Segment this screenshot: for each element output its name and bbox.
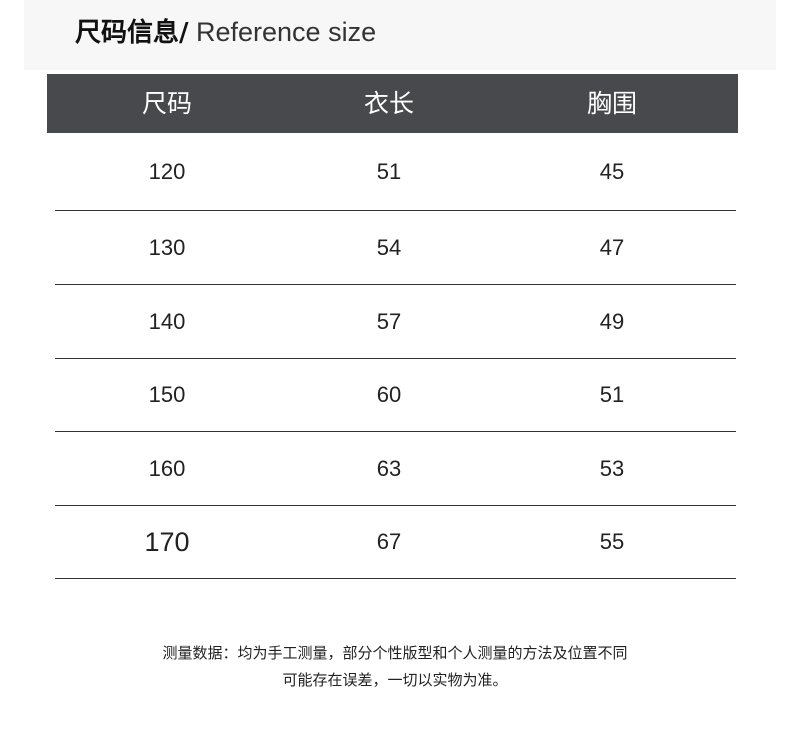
length-cell: 67 xyxy=(376,529,402,554)
table-row: 130 54 47 xyxy=(55,211,736,285)
length-cell: 63 xyxy=(376,456,402,481)
length-cell: 57 xyxy=(376,309,402,334)
size-cell: 150 xyxy=(148,382,186,407)
table-row: 140 57 49 xyxy=(55,285,736,359)
table-row: 120 51 45 xyxy=(55,133,736,211)
length-cell: 60 xyxy=(376,382,402,407)
note-line-2: 可能存在误差，一切以实物为准。 xyxy=(282,671,508,689)
chest-cell: 49 xyxy=(599,309,625,334)
column-header-length: 衣长 xyxy=(363,89,414,118)
size-cell: 120 xyxy=(148,159,186,184)
chest-cell: 47 xyxy=(599,235,625,260)
chest-cell: 55 xyxy=(599,529,625,554)
title-band: 尺码信息/ Reference size xyxy=(24,0,776,70)
chest-cell: 45 xyxy=(599,159,625,184)
column-header-size: 尺码 xyxy=(141,89,192,118)
column-header-chest: 胸围 xyxy=(586,89,637,118)
title-zh: 尺码信息/ xyxy=(75,18,189,48)
size-cell: 130 xyxy=(148,235,186,260)
size-cell: 170 xyxy=(144,527,190,557)
chest-cell: 51 xyxy=(599,382,625,407)
chest-cell: 53 xyxy=(599,456,625,481)
length-cell: 54 xyxy=(376,235,402,260)
size-cell: 140 xyxy=(148,309,186,334)
measurement-note: 测量数据：均为手工测量，部分个性版型和个人测量的方法及位置不同 可能存在误差，一… xyxy=(0,640,790,694)
page-title: 尺码信息/ Reference size xyxy=(75,14,376,51)
table-row: 170 67 55 xyxy=(55,506,736,579)
title-en: Reference size xyxy=(188,17,377,47)
size-cell: 160 xyxy=(148,456,186,481)
length-cell: 51 xyxy=(376,159,402,184)
table-header: 尺码 衣长 胸围 xyxy=(47,74,738,133)
table-row: 150 60 51 xyxy=(55,359,736,432)
table-row: 160 63 53 xyxy=(55,432,736,506)
note-line-1: 测量数据：均为手工测量，部分个性版型和个人测量的方法及位置不同 xyxy=(162,644,628,662)
